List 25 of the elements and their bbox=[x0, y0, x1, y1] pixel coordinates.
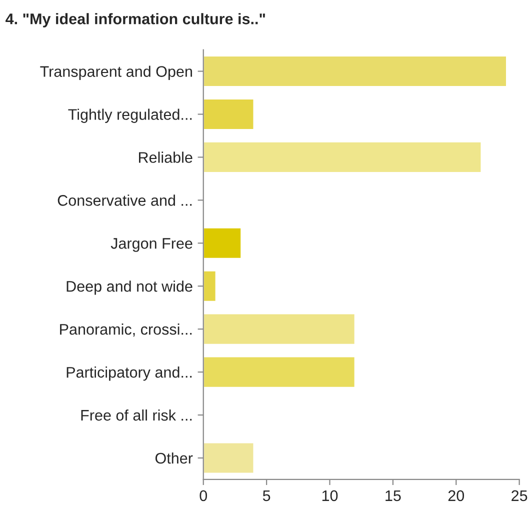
y-tick-label: Conservative and ... bbox=[58, 194, 192, 206]
y-tick-label: Panoramic, crossi... bbox=[60, 324, 192, 337]
bar bbox=[203, 270, 217, 302]
bar bbox=[203, 226, 242, 260]
y-tick-label: Transparent and Open bbox=[40, 66, 192, 80]
y-tick-label: Other bbox=[155, 452, 193, 464]
bar bbox=[203, 141, 482, 174]
bar bbox=[203, 55, 508, 88]
x-tick-label: 10 bbox=[322, 490, 338, 502]
chart-title: 4. "My ideal information culture is.." bbox=[6, 13, 265, 28]
x-tick-label: 0 bbox=[200, 490, 208, 502]
y-tick-label: Deep and not wide bbox=[66, 280, 192, 295]
bar bbox=[203, 442, 255, 474]
bar bbox=[203, 312, 356, 346]
y-tick-label: Free of all risk ... bbox=[81, 409, 192, 421]
y-tick-label: Reliable bbox=[139, 152, 192, 163]
bar bbox=[203, 98, 255, 130]
y-tick-label: Tightly regulated... bbox=[68, 108, 192, 123]
y-tick-label: Participatory and... bbox=[66, 366, 192, 381]
bar bbox=[203, 356, 356, 388]
x-tick-label: 25 bbox=[512, 490, 528, 502]
x-tick-label: 5 bbox=[262, 490, 270, 502]
y-tick-label: Jargon Free bbox=[110, 238, 192, 252]
x-tick-label: 20 bbox=[448, 490, 464, 502]
x-tick-label: 15 bbox=[386, 490, 401, 502]
